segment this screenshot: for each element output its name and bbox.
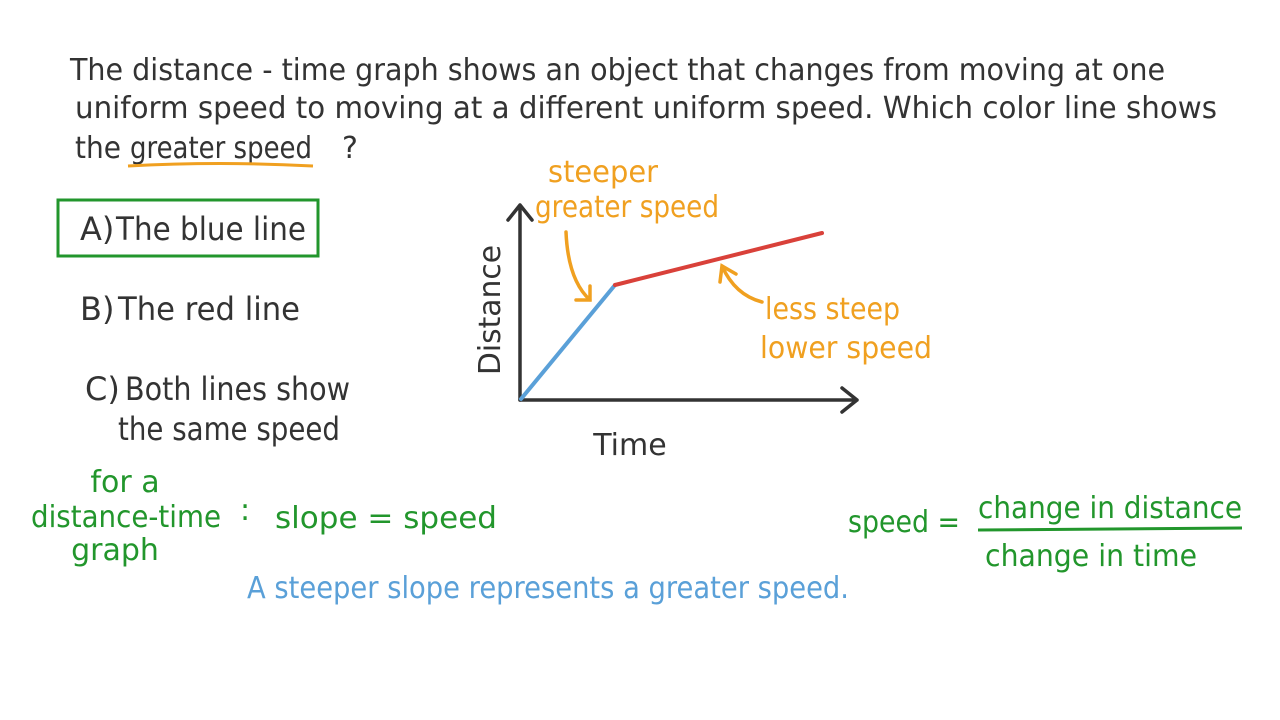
option-text: the same speed — [118, 410, 340, 448]
red-line — [613, 231, 824, 287]
formula-denominator: change in time — [985, 539, 1197, 574]
option[interactable]: C) Both lines show the same speed — [85, 370, 350, 448]
blue-line — [519, 283, 617, 401]
annotation: steeper — [548, 155, 659, 190]
rule-context: for a — [90, 465, 159, 500]
selected-option-box — [56, 198, 320, 258]
question-mark: ? — [342, 131, 358, 166]
annotation: greater speed — [535, 190, 719, 225]
question-emphasis: greater speed — [130, 131, 312, 166]
formula-lhs: speed = — [848, 505, 960, 540]
annotation: less steep — [765, 292, 900, 327]
x-axis — [518, 386, 859, 414]
option[interactable]: B) The red line — [80, 290, 300, 328]
x-axis-label: Time — [592, 428, 666, 463]
option-letter: C) — [85, 370, 120, 408]
option-letter: B) — [80, 290, 114, 328]
annotation-arrow — [564, 230, 592, 302]
fraction-bar — [977, 526, 1243, 532]
formula-numerator: change in distance — [978, 491, 1242, 526]
option[interactable]: A) The blue line — [80, 210, 306, 248]
y-axis-label: Distance — [473, 245, 508, 375]
option-text: The red line — [117, 290, 300, 328]
question-line: the — [75, 131, 121, 166]
option-letter: A) — [80, 210, 114, 248]
rule-statement: slope = speed — [275, 501, 497, 536]
annotation-arrow — [718, 263, 764, 304]
emphasis-underline — [127, 162, 314, 168]
option-text: Both lines show — [125, 370, 350, 408]
summary: A steeper slope represents a greater spe… — [247, 571, 849, 606]
question-line: The distance - time graph shows an objec… — [69, 53, 1165, 88]
rule-colon: : — [240, 493, 250, 528]
question-line: uniform speed to moving at a different u… — [75, 91, 1217, 126]
annotation: lower speed — [760, 331, 932, 366]
rule-context: graph — [71, 533, 159, 568]
y-axis — [506, 203, 534, 402]
option-text: The blue line — [115, 210, 306, 248]
rule-context: distance-time — [31, 500, 221, 535]
